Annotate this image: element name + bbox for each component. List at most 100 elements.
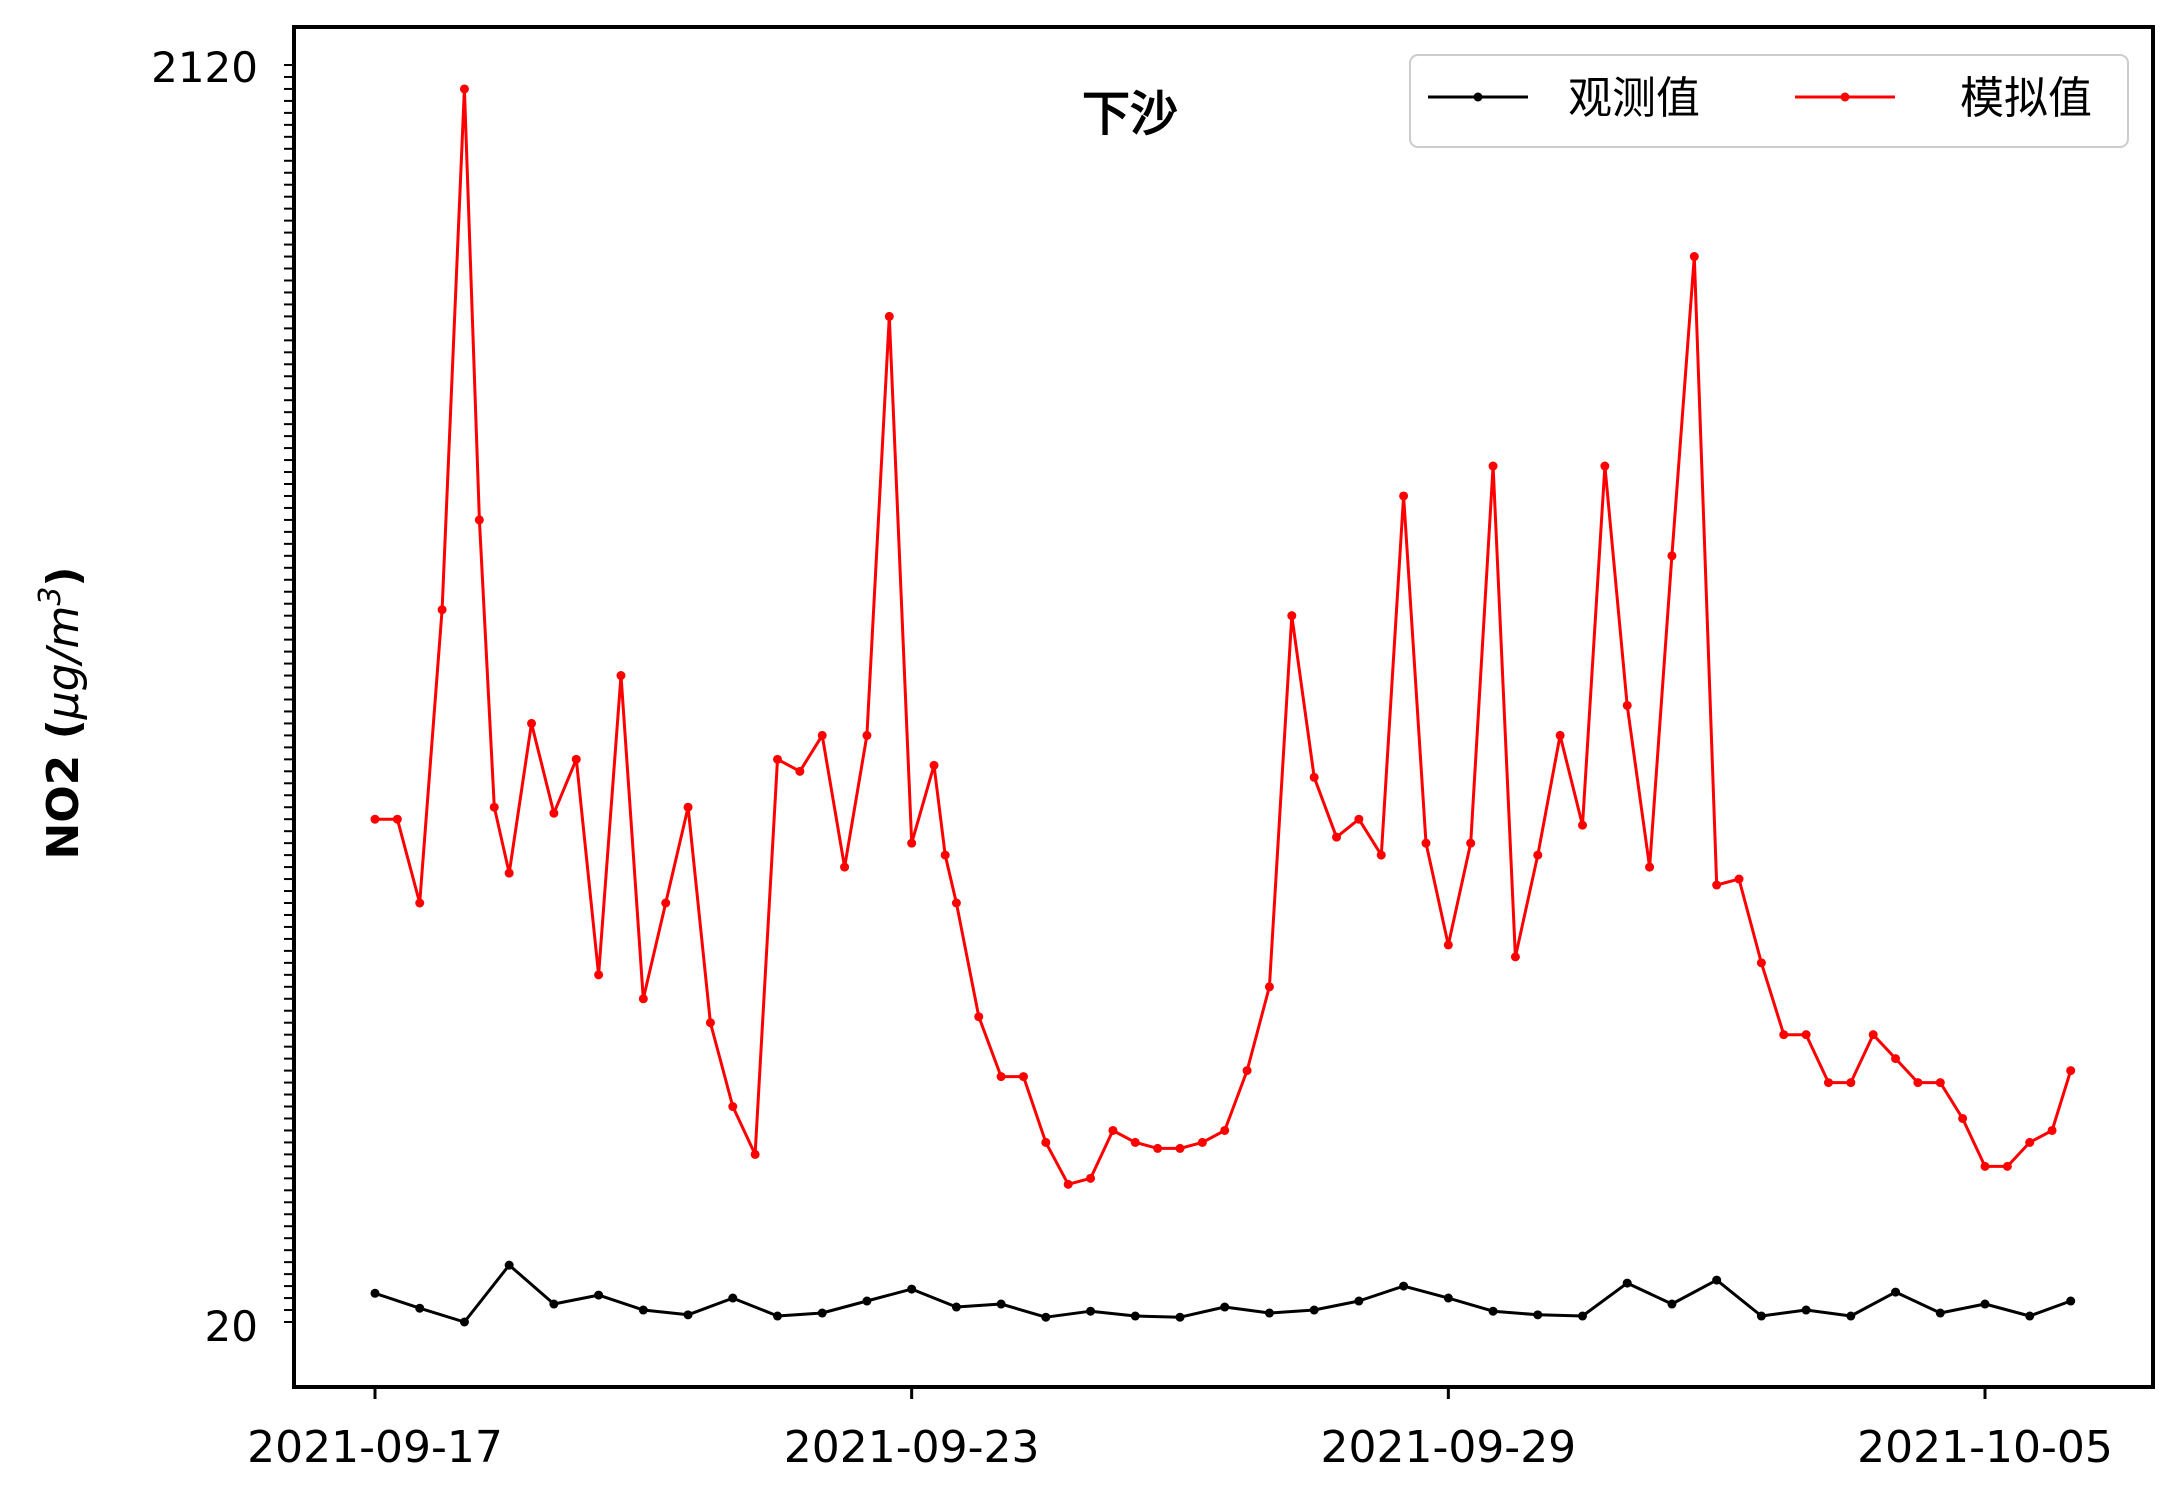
- series-0-point: [1801, 1305, 1811, 1315]
- series-1-point: [795, 766, 805, 776]
- series-layer: [370, 84, 2076, 1327]
- series-1-point: [1488, 461, 1498, 471]
- series-0-point: [1175, 1312, 1185, 1322]
- series-1-point: [474, 515, 484, 525]
- series-1-point: [661, 898, 671, 908]
- series-1-point: [884, 311, 894, 321]
- series-1-point: [594, 970, 604, 980]
- series-0-point: [1667, 1299, 1677, 1309]
- x-tick-label: 2021-09-29: [1320, 1422, 1576, 1473]
- series-0-point: [1354, 1296, 1364, 1306]
- series-0-point: [1264, 1308, 1274, 1318]
- series-0-point: [1712, 1275, 1722, 1285]
- series-1-point: [840, 862, 850, 872]
- legend-label-simulated: 模拟值: [1960, 73, 2092, 124]
- series-0-point: [1578, 1311, 1587, 1321]
- series-1-point: [683, 802, 693, 812]
- series-1-point: [1533, 850, 1543, 860]
- x-axis-ticks: 2021-09-17 2021-09-23 2021-09-29 2021-10-05: [247, 1387, 2113, 1473]
- series-1-point: [1197, 1137, 1207, 1147]
- series-1-point: [728, 1102, 738, 1112]
- series-1-point: [1734, 874, 1744, 884]
- legend: 观测值 模拟值: [1409, 54, 2129, 148]
- series-0-point: [2025, 1311, 2035, 1321]
- series-1-point: [370, 814, 380, 824]
- series-0-point: [817, 1308, 827, 1318]
- series-1-point: [1242, 1066, 1252, 1076]
- x-tick-label: 2021-10-05: [1857, 1422, 2113, 1473]
- series-0-point: [1086, 1306, 1096, 1316]
- series-1-point: [489, 802, 499, 812]
- legend-marker-observed: [1473, 92, 1483, 102]
- series-0-point: [594, 1290, 604, 1300]
- series-0-point: [370, 1288, 380, 1298]
- series-1-point: [929, 760, 939, 770]
- series-1-point: [1779, 1030, 1789, 1040]
- series-1-point: [1712, 880, 1722, 890]
- series-1-point: [1421, 838, 1431, 848]
- series-0-point: [504, 1260, 514, 1270]
- series-0-point: [1309, 1305, 1319, 1315]
- series-0-point: [1130, 1311, 1140, 1321]
- series-1-point: [1063, 1179, 1073, 1189]
- series-1-point: [1399, 491, 1409, 501]
- series-0-point: [459, 1317, 469, 1327]
- series-0-point: [1622, 1278, 1632, 1288]
- series-1-point: [1309, 772, 1319, 782]
- series-1-point: [705, 1018, 715, 1028]
- series-1-point: [1287, 611, 1297, 621]
- series-1-point: [1891, 1054, 1901, 1064]
- series-0-point: [1935, 1308, 1945, 1318]
- series-1-point: [773, 754, 782, 764]
- y-axis-label-close: ): [38, 566, 89, 586]
- series-1-point: [392, 814, 402, 824]
- series-1-point: [1443, 940, 1453, 950]
- series-0-point: [683, 1310, 693, 1320]
- series-0-point: [1891, 1287, 1901, 1297]
- series-1-point: [2047, 1125, 2057, 1135]
- series-1-point: [1645, 862, 1655, 872]
- series-0-point: [1756, 1311, 1766, 1321]
- series-1-point: [1354, 814, 1364, 824]
- series-0-point: [549, 1299, 559, 1309]
- chart-title: 下沙: [1082, 86, 1178, 142]
- series-1-point: [1578, 820, 1587, 830]
- series-1-point: [974, 1012, 984, 1022]
- x-tick-label: 2021-09-23: [784, 1422, 1040, 1473]
- series-1-point: [437, 605, 447, 615]
- series-0-point: [1041, 1312, 1051, 1322]
- series-1-point: [907, 838, 917, 848]
- series-1-point: [1130, 1137, 1140, 1147]
- series-1-point: [571, 754, 581, 764]
- series-0-point: [1980, 1299, 1990, 1309]
- series-1-point: [862, 730, 872, 740]
- series-1-point: [1756, 958, 1766, 968]
- series-1-point: [549, 808, 559, 818]
- series-1-point: [415, 898, 425, 908]
- series-0-point: [728, 1293, 738, 1303]
- series-1-point: [817, 730, 827, 740]
- series-1-point: [1086, 1173, 1096, 1183]
- series-1-point: [1689, 252, 1699, 262]
- series-1-point: [1935, 1078, 1945, 1088]
- y-tick-label-top: 2120: [151, 43, 258, 92]
- series-1-point: [1108, 1125, 1118, 1135]
- series-1-point: [1264, 982, 1274, 992]
- y-axis-label: NO2 (μg/m3): [33, 566, 89, 859]
- series-1-point: [2066, 1066, 2076, 1076]
- series-0-point: [951, 1302, 961, 1312]
- plot-frame: [292, 25, 2155, 1389]
- series-0-point: [1399, 1281, 1409, 1291]
- series-0-point: [1488, 1306, 1498, 1316]
- series-0-point: [638, 1305, 648, 1315]
- y-axis-label-unit: μg/m: [38, 606, 89, 721]
- series-1-point: [504, 868, 514, 878]
- series-1-point: [1913, 1078, 1923, 1088]
- series-1-point: [1376, 850, 1386, 860]
- series-1-point: [1667, 551, 1677, 561]
- series-1-point: [527, 718, 537, 728]
- series-1-point: [940, 850, 950, 860]
